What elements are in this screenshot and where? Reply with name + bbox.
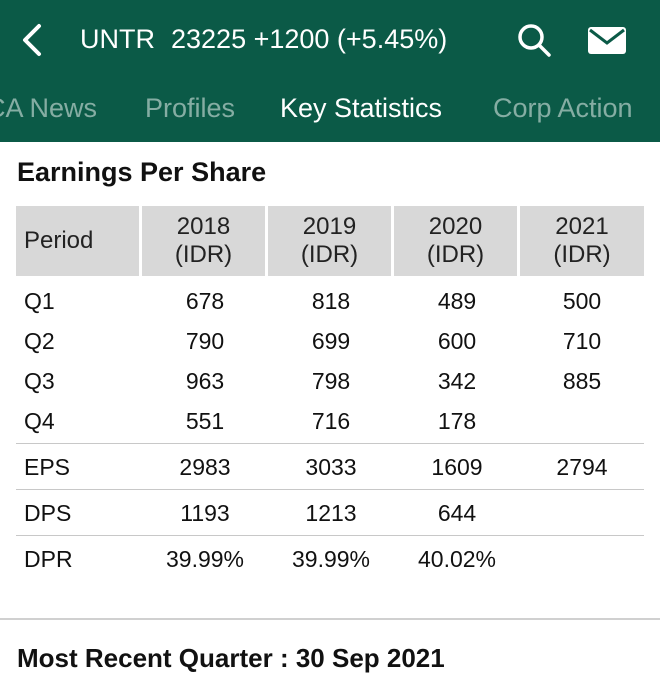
value-cell: 489 [437, 288, 477, 314]
value-cell [520, 493, 644, 533]
value-cell: 1213 [305, 500, 357, 526]
value-cell: 600 [437, 328, 477, 354]
column-header-2019: 2019 (IDR) [268, 206, 391, 276]
column-header-2021: 2021 (IDR) [520, 206, 644, 276]
chevron-left-icon [23, 24, 41, 56]
value-cell: 790 [185, 328, 225, 354]
value-cell: 3033 [305, 454, 357, 480]
value-cell: 699 [311, 328, 351, 354]
period-cell: Q1 [24, 288, 55, 314]
column-header-2018: 2018 (IDR) [142, 206, 265, 276]
value-cell: 342 [437, 368, 477, 394]
value-cell: 710 [562, 328, 602, 354]
value-cell: 818 [311, 288, 351, 314]
table-row-q3: Q3 963 798 342 885 [16, 361, 644, 401]
table-row-q2: Q2 790 699 600 710 [16, 321, 644, 361]
period-cell: DPS [24, 500, 72, 526]
period-cell: Q3 [24, 368, 55, 394]
value-cell: 2983 [179, 454, 231, 480]
table-header: Period 2018 (IDR) 2019 (IDR) 2020 (IDR) 202… [16, 206, 644, 276]
table-row-eps: EPS 2983 3033 1609 2794 [16, 447, 644, 487]
search-icon [518, 24, 551, 57]
value-cell: 178 [437, 408, 477, 434]
value-cell: 885 [562, 368, 602, 394]
period-cell: Q2 [24, 328, 55, 354]
ticker-symbol: UNTR [80, 24, 155, 54]
app-header: UNTR 23225 +1200 (+5.45%) CA News Profile… [0, 0, 660, 142]
value-cell: 963 [185, 368, 225, 394]
mail-icon [588, 27, 626, 54]
value-cell: 644 [437, 500, 477, 526]
eps-table: Period 2018 (IDR) 2019 (IDR) 2020 (IDR) 202… [16, 206, 644, 276]
value-cell: 40.02% [417, 546, 496, 572]
mail-button[interactable] [586, 22, 628, 58]
value-cell: 716 [311, 408, 351, 434]
value-cell: 1193 [180, 500, 230, 526]
period-cell: EPS [24, 454, 71, 480]
tab-corp-action[interactable]: Corp Action [493, 93, 633, 123]
column-header-period: Period [16, 206, 139, 276]
section-divider [0, 618, 660, 620]
row-divider [16, 489, 644, 490]
table-row-dps: DPS 1193 1213 644 [16, 493, 644, 533]
tab-bar: CA News Profiles Key Statistics Corp Act… [0, 84, 660, 132]
price-change: 23225 +1200 (+5.45%) [171, 24, 448, 54]
row-divider [16, 535, 644, 536]
tab-profiles[interactable]: Profiles [145, 93, 236, 123]
back-button[interactable] [14, 20, 50, 60]
column-header-2020: 2020 (IDR) [394, 206, 517, 276]
period-cell: Q4 [24, 408, 55, 434]
value-cell [520, 539, 644, 579]
tab-ca-news[interactable]: CA News [0, 93, 98, 123]
quote-title: UNTR 23225 +1200 (+5.45%) [80, 19, 447, 59]
value-cell: 39.99% [165, 546, 244, 572]
value-cell: 500 [562, 288, 602, 314]
value-cell: 39.99% [291, 546, 370, 572]
period-cell: DPR [24, 546, 73, 572]
table-row-dpr: DPR 39.99% 39.99% 40.02% [16, 539, 644, 579]
value-cell: 798 [311, 368, 351, 394]
section-title: Earnings Per Share [17, 157, 267, 187]
value-cell: 678 [185, 288, 225, 314]
most-recent-quarter: Most Recent Quarter : 30 Sep 2021 [17, 643, 445, 673]
table-row-q4: Q4 551 716 178 [16, 401, 644, 441]
value-cell: 1609 [431, 454, 483, 480]
search-button[interactable] [514, 20, 554, 60]
row-divider [16, 443, 644, 444]
value-cell: 551 [185, 408, 225, 434]
value-cell [520, 401, 644, 441]
value-cell: 2794 [556, 454, 608, 480]
table-row-q1: Q1 678 818 489 500 [16, 281, 644, 321]
tab-key-statistics[interactable]: Key Statistics [280, 93, 443, 123]
